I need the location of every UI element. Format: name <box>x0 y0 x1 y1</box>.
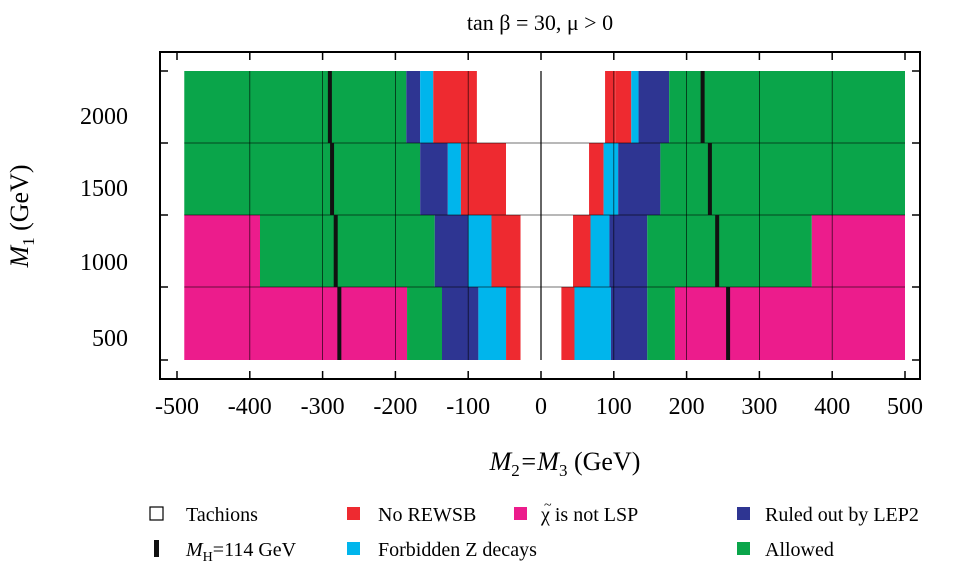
x-axis-label-sub2: 3 <box>559 461 568 480</box>
y-axis: 2000 1500 1000 500 <box>80 70 920 361</box>
cell-z-decays <box>468 215 492 287</box>
x-tick-label: -500 <box>155 394 199 420</box>
legend-higgs-text: =114 GeV <box>213 539 297 561</box>
higgs-marker <box>700 71 705 143</box>
x-tick-label: -200 <box>373 394 417 420</box>
cell-allowed <box>669 71 905 143</box>
cell-z-decays <box>447 143 461 215</box>
legend-label-z-decays: Forbidden Z decays <box>378 539 537 561</box>
legend-label-tachions: Tachions <box>186 504 258 526</box>
y-axis-label-main: M <box>5 245 34 269</box>
cell-lep2 <box>441 287 479 360</box>
legend-swatch-lep2 <box>737 507 750 520</box>
x-axis: -500 -400 -300 -200 -100 0 100 200 300 400 500 <box>155 52 923 420</box>
legend-swatch-allowed <box>737 542 750 555</box>
cell-no-rewsb <box>573 215 591 287</box>
cell-no-rewsb <box>460 143 507 215</box>
higgs-marker <box>707 143 712 215</box>
legend-swatch-tachions <box>149 506 164 521</box>
cell-lep2 <box>638 71 670 143</box>
cell-not-lsp <box>674 287 905 360</box>
cell-z-decays <box>574 287 611 360</box>
cell-lep2 <box>420 143 448 215</box>
cell-z-decays <box>603 143 619 215</box>
y-tick-label: 1000 <box>80 250 128 276</box>
cell-lep2 <box>609 215 648 287</box>
cell-no-rewsb <box>589 143 604 215</box>
x-tick-label: 400 <box>814 394 850 420</box>
cell-lep2 <box>618 143 661 215</box>
x-tick-label: 200 <box>669 394 705 420</box>
y-tick-label: 500 <box>92 326 128 352</box>
x-axis-label-sub1: 2 <box>511 461 520 480</box>
grid-lines <box>184 71 905 360</box>
cell-allowed <box>407 287 442 360</box>
legend-label-lep2: Ruled out by LEP2 <box>765 504 919 526</box>
legend-higgs-prefix: M <box>185 539 204 561</box>
cell-no-rewsb <box>615 71 632 143</box>
cell-lep2 <box>406 71 421 143</box>
y-tick-label: 2000 <box>80 104 128 130</box>
legend-swatch-z-decays <box>347 542 360 555</box>
cell-no-rewsb <box>491 215 521 287</box>
x-tick-label: 100 <box>596 394 632 420</box>
x-axis-label-unit: (GeV) <box>567 447 640 476</box>
higgs-marker <box>726 287 731 360</box>
x-tick-label: 0 <box>535 394 547 420</box>
legend-swatch-higgs <box>154 540 159 557</box>
cell-not-lsp <box>184 287 408 360</box>
higgs-marker <box>715 215 720 287</box>
x-tick-label: 300 <box>741 394 777 420</box>
x-tick-label: -300 <box>301 394 345 420</box>
higgs-marker <box>330 143 335 215</box>
cell-z-decays <box>631 71 639 143</box>
cell-no-rewsb <box>433 71 477 143</box>
cell-tachions <box>520 215 574 287</box>
higgs-marker <box>337 287 342 360</box>
x-tick-label: -100 <box>446 394 490 420</box>
cell-allowed <box>184 143 421 215</box>
cell-no-rewsb <box>506 287 521 360</box>
x-tick-label: -400 <box>228 394 272 420</box>
plot-cells <box>184 71 905 360</box>
legend-swatch-not-lsp <box>514 507 527 520</box>
cell-z-decays <box>590 215 610 287</box>
legend: Tachions No REWSB χ is not LSP ~ Ruled o… <box>149 498 919 565</box>
cell-no-rewsb <box>561 287 575 360</box>
x-tick-label: 500 <box>887 394 923 420</box>
legend-label-not-lsp: χ is not LSP <box>540 504 638 526</box>
legend-higgs-sub: H <box>203 550 213 565</box>
x-axis-label-main: M <box>489 447 513 476</box>
higgs-markers <box>327 71 731 360</box>
legend-label-no-rewsb: No REWSB <box>378 504 476 526</box>
cell-allowed <box>259 215 435 287</box>
legend-label-higgs: MH=114 GeV <box>185 539 297 565</box>
cell-allowed <box>647 215 812 287</box>
cell-no-rewsb <box>605 71 616 143</box>
y-axis-label-sub: 1 <box>19 237 38 246</box>
cell-allowed <box>647 287 675 360</box>
cell-z-decays <box>420 71 434 143</box>
cell-lep2 <box>434 215 469 287</box>
cell-z-decays <box>478 287 507 360</box>
y-tick-label: 1500 <box>80 176 128 202</box>
higgs-marker <box>333 215 338 287</box>
y-axis-label-unit: (GeV) <box>5 164 34 237</box>
x-axis-label-mid: =M <box>520 447 561 476</box>
y-axis-label: M1 (GeV) <box>5 164 38 268</box>
higgs-marker <box>327 71 332 143</box>
cell-not-lsp <box>811 215 905 287</box>
legend-label-allowed: Allowed <box>765 539 834 561</box>
legend-swatch-no-rewsb <box>347 507 360 520</box>
cell-allowed <box>184 71 407 143</box>
cell-lep2 <box>610 287 648 360</box>
chart-title: tan β = 30, μ > 0 <box>467 10 613 35</box>
cell-tachions <box>506 143 590 215</box>
cell-not-lsp <box>184 215 260 287</box>
x-axis-label: M2=M3 (GeV) <box>489 447 641 480</box>
cell-allowed <box>660 143 905 215</box>
legend-tilde: ~ <box>544 498 552 513</box>
